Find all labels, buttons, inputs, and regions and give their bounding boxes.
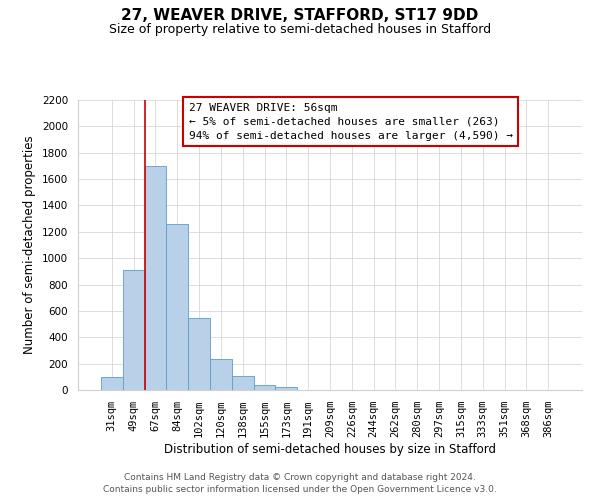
Bar [210, 360, 232, 390]
Text: Contains public sector information licensed under the Open Government Licence v3: Contains public sector information licen… [103, 485, 497, 494]
X-axis label: Distribution of semi-detached houses by size in Stafford: Distribution of semi-detached houses by … [164, 443, 496, 456]
Bar [166, 224, 188, 390]
Bar [275, 387, 297, 390]
Text: Size of property relative to semi-detached houses in Stafford: Size of property relative to semi-detach… [109, 22, 491, 36]
Bar [123, 270, 145, 390]
Text: 27 WEAVER DRIVE: 56sqm
← 5% of semi-detached houses are smaller (263)
94% of sem: 27 WEAVER DRIVE: 56sqm ← 5% of semi-deta… [189, 103, 513, 141]
Bar [145, 166, 166, 390]
Bar [101, 377, 123, 390]
Bar [232, 376, 254, 390]
Text: 27, WEAVER DRIVE, STAFFORD, ST17 9DD: 27, WEAVER DRIVE, STAFFORD, ST17 9DD [121, 8, 479, 22]
Bar [188, 318, 210, 390]
Bar [254, 384, 275, 390]
Text: Contains HM Land Registry data © Crown copyright and database right 2024.: Contains HM Land Registry data © Crown c… [124, 472, 476, 482]
Y-axis label: Number of semi-detached properties: Number of semi-detached properties [23, 136, 37, 354]
